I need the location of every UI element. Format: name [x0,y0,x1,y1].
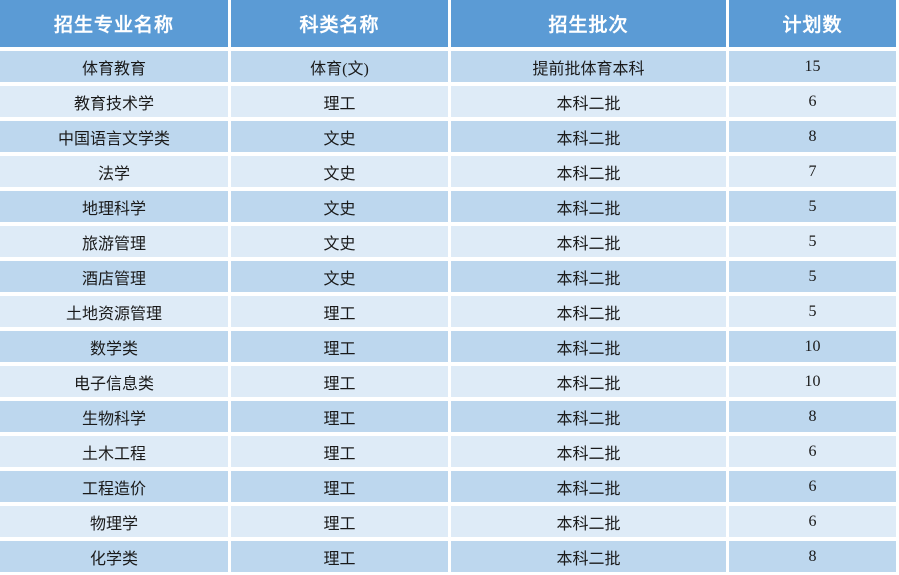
cell-subject-category: 理工 [231,436,448,467]
cell-subject-category: 文史 [231,121,448,152]
cell-admission-batch: 本科二批 [451,191,726,222]
cell-subject-category: 理工 [231,401,448,432]
cell-major-name: 教育技术学 [0,86,228,117]
cell-subject-category: 体育(文) [231,51,448,82]
cell-major-name: 中国语言文学类 [0,121,228,152]
cell-subject-category: 理工 [231,541,448,572]
cell-plan-count: 10 [729,366,896,397]
cell-plan-count: 5 [729,191,896,222]
cell-admission-batch: 本科二批 [451,226,726,257]
header-subject-category: 科类名称 [231,0,448,47]
cell-admission-batch: 本科二批 [451,156,726,187]
cell-major-name: 酒店管理 [0,261,228,292]
cell-admission-batch: 本科二批 [451,471,726,502]
cell-admission-batch: 提前批体育本科 [451,51,726,82]
cell-subject-category: 理工 [231,506,448,537]
cell-major-name: 生物科学 [0,401,228,432]
cell-major-name: 化学类 [0,541,228,572]
cell-admission-batch: 本科二批 [451,86,726,117]
cell-admission-batch: 本科二批 [451,506,726,537]
cell-subject-category: 理工 [231,471,448,502]
cell-subject-category: 理工 [231,366,448,397]
cell-subject-category: 文史 [231,191,448,222]
cell-admission-batch: 本科二批 [451,121,726,152]
cell-plan-count: 8 [729,401,896,432]
cell-plan-count: 8 [729,541,896,572]
cell-plan-count: 5 [729,226,896,257]
cell-plan-count: 6 [729,86,896,117]
cell-admission-batch: 本科二批 [451,401,726,432]
cell-major-name: 土地资源管理 [0,296,228,327]
cell-admission-batch: 本科二批 [451,296,726,327]
cell-plan-count: 6 [729,436,896,467]
cell-subject-category: 理工 [231,296,448,327]
cell-admission-batch: 本科二批 [451,331,726,362]
cell-subject-category: 文史 [231,156,448,187]
cell-plan-count: 7 [729,156,896,187]
cell-subject-category: 理工 [231,331,448,362]
cell-subject-category: 文史 [231,226,448,257]
cell-major-name: 地理科学 [0,191,228,222]
cell-plan-count: 5 [729,296,896,327]
cell-subject-category: 文史 [231,261,448,292]
header-plan-count: 计划数 [729,0,896,47]
cell-plan-count: 10 [729,331,896,362]
cell-major-name: 土木工程 [0,436,228,467]
cell-plan-count: 6 [729,471,896,502]
cell-admission-batch: 本科二批 [451,541,726,572]
cell-major-name: 体育教育 [0,51,228,82]
cell-major-name: 电子信息类 [0,366,228,397]
header-major-name: 招生专业名称 [0,0,228,47]
cell-major-name: 法学 [0,156,228,187]
cell-major-name: 旅游管理 [0,226,228,257]
cell-plan-count: 15 [729,51,896,82]
cell-plan-count: 8 [729,121,896,152]
cell-admission-batch: 本科二批 [451,366,726,397]
cell-major-name: 物理学 [0,506,228,537]
header-admission-batch: 招生批次 [451,0,726,47]
cell-admission-batch: 本科二批 [451,261,726,292]
cell-major-name: 工程造价 [0,471,228,502]
cell-subject-category: 理工 [231,86,448,117]
cell-admission-batch: 本科二批 [451,436,726,467]
cell-major-name: 数学类 [0,331,228,362]
cell-plan-count: 5 [729,261,896,292]
cell-plan-count: 6 [729,506,896,537]
